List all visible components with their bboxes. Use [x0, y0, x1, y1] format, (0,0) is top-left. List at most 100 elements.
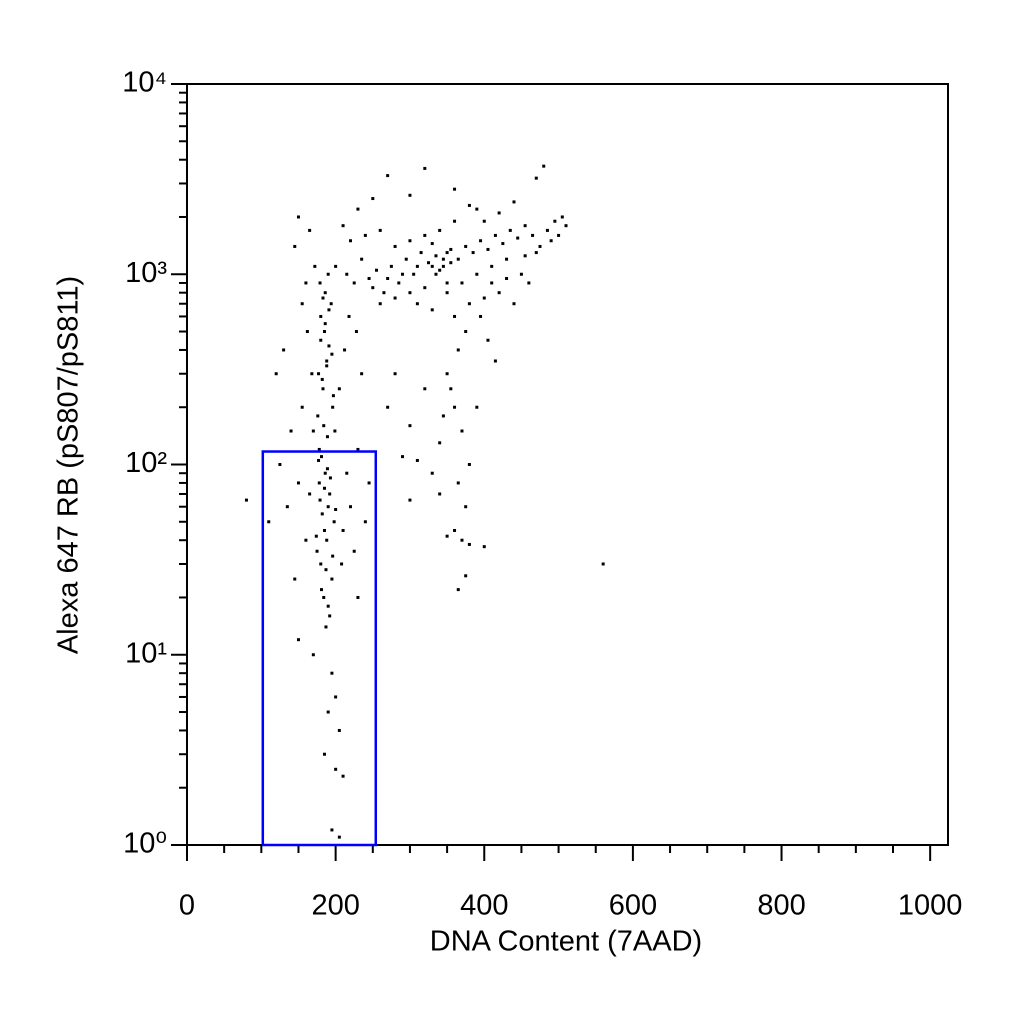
point	[482, 545, 486, 549]
point	[323, 291, 327, 295]
point	[393, 244, 397, 248]
point	[501, 242, 505, 246]
point	[334, 767, 338, 771]
point	[331, 394, 335, 398]
point	[337, 387, 341, 391]
point	[282, 348, 286, 352]
point	[311, 429, 315, 433]
point	[378, 302, 382, 306]
point	[356, 207, 360, 211]
point	[322, 424, 326, 428]
point	[325, 467, 329, 471]
point	[423, 166, 427, 170]
point	[386, 174, 390, 178]
point	[490, 264, 494, 268]
point	[341, 528, 345, 532]
point	[330, 352, 334, 356]
x-tick-label: 1000	[898, 890, 963, 922]
point	[538, 244, 542, 248]
point	[326, 272, 330, 276]
point	[445, 251, 449, 255]
point	[445, 281, 449, 285]
point	[401, 272, 405, 276]
point	[415, 458, 419, 462]
point	[319, 562, 323, 566]
y-tick-label: 10⁰	[123, 828, 167, 860]
x-tick-label: 800	[757, 890, 805, 922]
point	[345, 272, 349, 276]
point	[449, 261, 453, 265]
point	[316, 414, 320, 418]
point	[331, 405, 335, 409]
point	[343, 348, 347, 352]
point	[553, 219, 557, 223]
point	[464, 244, 468, 248]
point	[441, 414, 445, 418]
point	[330, 671, 334, 675]
point	[479, 314, 483, 318]
point	[296, 481, 300, 485]
point	[434, 272, 438, 276]
x-axis-title: DNA Content (7AAD)	[430, 926, 702, 958]
point	[389, 264, 393, 268]
point	[337, 728, 341, 732]
point	[296, 638, 300, 642]
point	[460, 538, 464, 542]
point	[482, 219, 486, 223]
point	[482, 296, 486, 300]
point	[363, 233, 367, 237]
point	[341, 224, 345, 228]
point	[322, 752, 326, 756]
point	[354, 330, 358, 334]
point	[375, 268, 379, 272]
point	[456, 588, 460, 592]
point	[523, 224, 527, 228]
point	[542, 164, 546, 168]
gate	[261, 450, 378, 847]
point	[314, 534, 318, 538]
point	[328, 492, 332, 496]
point	[549, 239, 553, 243]
point	[512, 200, 516, 204]
point	[382, 291, 386, 295]
point	[331, 554, 335, 558]
point	[326, 604, 330, 608]
point	[464, 330, 468, 334]
point	[531, 233, 535, 237]
point	[479, 239, 483, 243]
point	[320, 512, 324, 516]
point	[508, 228, 512, 232]
point	[367, 276, 371, 280]
point	[386, 276, 390, 280]
point	[352, 281, 356, 285]
point	[497, 211, 501, 215]
point	[285, 505, 289, 509]
point	[430, 308, 434, 312]
point	[315, 549, 319, 553]
point	[244, 498, 248, 502]
point	[293, 244, 297, 248]
point	[408, 193, 412, 197]
point	[423, 387, 427, 391]
point	[423, 286, 427, 290]
point	[475, 405, 479, 409]
point	[475, 207, 479, 211]
point	[321, 387, 325, 391]
point	[557, 233, 561, 237]
point	[445, 372, 449, 376]
point	[453, 187, 457, 191]
point	[560, 215, 564, 219]
point	[434, 254, 438, 258]
point	[322, 330, 326, 334]
point	[328, 476, 332, 480]
point	[464, 505, 468, 509]
point	[296, 215, 300, 219]
point	[430, 242, 434, 246]
point	[329, 302, 333, 306]
point	[427, 261, 431, 265]
point	[356, 447, 360, 451]
point	[512, 302, 516, 306]
point	[438, 228, 442, 232]
x-tick-label: 200	[311, 890, 359, 922]
point	[527, 281, 531, 285]
